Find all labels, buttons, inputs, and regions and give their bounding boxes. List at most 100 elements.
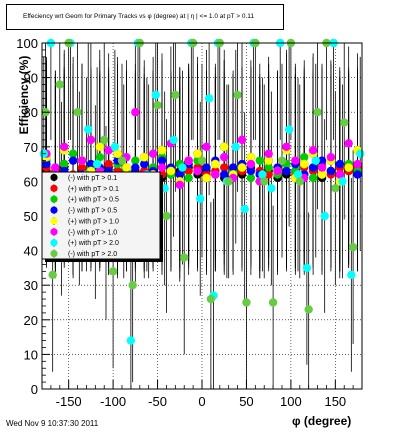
data-point-series-6 <box>77 156 87 165</box>
data-point-series-5 <box>344 163 354 173</box>
y-tick-label: 60 <box>24 174 38 189</box>
data-point-series-4 <box>220 170 229 179</box>
data-point-series-3 <box>95 152 104 162</box>
data-point-series-6 <box>220 152 229 162</box>
data-point-series-8 <box>73 108 82 117</box>
data-point-series-8 <box>108 267 118 276</box>
y-tick-label: 50 <box>24 209 38 224</box>
legend-label: (+) with pT > 2.0 <box>68 240 119 247</box>
data-point-series-8 <box>48 270 57 280</box>
data-point-series-4 <box>202 163 211 172</box>
data-point-series-4 <box>131 163 140 172</box>
data-point-series-8 <box>304 305 313 314</box>
data-point-series-3 <box>131 156 140 165</box>
data-point-series-4 <box>175 170 184 179</box>
data-point-series-6 <box>237 135 247 145</box>
data-point-series-7 <box>258 170 267 179</box>
y-tick-label: 20 <box>24 313 38 328</box>
legend-label: (+) with pT > 0.1 <box>68 186 119 193</box>
legend-marker <box>50 249 58 258</box>
data-point-series-3 <box>308 173 318 183</box>
data-point-series-4 <box>42 159 51 169</box>
data-point-series-8 <box>340 118 349 127</box>
data-point-series-6 <box>282 142 291 151</box>
data-point-series-4 <box>282 166 291 176</box>
data-point-series-7 <box>84 125 93 134</box>
data-point-series-3 <box>68 149 78 158</box>
data-point-series-6 <box>184 156 193 165</box>
data-point-series-8 <box>268 298 278 307</box>
data-point-series-2 <box>264 170 273 179</box>
data-point-series-6 <box>344 139 353 148</box>
data-point-series-5 <box>201 173 211 183</box>
x-tick-label: 100 <box>280 394 302 409</box>
data-point-series-3 <box>246 173 256 183</box>
data-point-series-4 <box>86 159 96 169</box>
data-point-series-7 <box>178 163 187 172</box>
data-point-series-7 <box>267 184 276 193</box>
data-point-series-7 <box>110 142 120 151</box>
data-point-series-6 <box>60 142 69 151</box>
data-point-series-7 <box>231 142 240 151</box>
data-point-series-8 <box>128 281 137 290</box>
data-point-series-7 <box>204 94 214 103</box>
data-point-series-5 <box>219 142 229 152</box>
data-point-series-7 <box>347 270 356 280</box>
y-tick-label: 80 <box>24 105 38 120</box>
y-tick-label: 30 <box>24 278 38 293</box>
legend-marker <box>50 184 58 192</box>
data-point-series-8 <box>55 80 64 89</box>
data-point-series-7 <box>284 125 294 134</box>
x-tick-label: -50 <box>148 394 167 409</box>
x-tick-label: 0 <box>198 394 205 409</box>
data-point-series-6 <box>308 146 318 155</box>
chart-title: Effeciency wrt Geom for Primary Tracks v… <box>6 4 284 30</box>
data-point-series-7 <box>356 149 365 158</box>
data-point-series-8 <box>277 156 287 165</box>
legend-box <box>41 171 161 260</box>
data-point-series-8 <box>180 253 189 262</box>
legend-marker <box>50 239 58 247</box>
y-tick-label: 90 <box>24 71 38 86</box>
data-point-series-6 <box>317 163 327 172</box>
data-point-series-8 <box>331 184 340 193</box>
legend-label: (-) with pT > 0.5 <box>68 208 117 215</box>
data-point-series-5 <box>95 142 105 152</box>
data-point-series-6 <box>148 149 158 158</box>
x-tick-label: 150 <box>324 394 346 409</box>
y-tick-label: 0 <box>31 382 38 397</box>
data-point-series-3 <box>184 173 193 183</box>
data-point-series-7 <box>320 211 329 221</box>
data-point-series-8 <box>242 298 251 307</box>
data-point-series-6 <box>211 170 220 179</box>
data-point-series-7 <box>151 90 160 100</box>
data-point-series-8 <box>153 101 162 110</box>
data-point-series-6 <box>104 146 113 155</box>
data-point-series-4 <box>140 159 149 169</box>
legend-label: (+) with pT > 0.5 <box>68 197 119 204</box>
y-tick-label: 10 <box>24 347 38 362</box>
data-point-series-6 <box>86 135 96 145</box>
y-tick-label: 70 <box>24 140 38 155</box>
data-point-series-7 <box>169 135 178 145</box>
data-point-series-8 <box>100 135 109 145</box>
data-point-series-8 <box>295 177 304 186</box>
data-point-series-8 <box>162 211 171 221</box>
data-point-series-4 <box>353 170 362 179</box>
data-point-series-5 <box>166 166 176 176</box>
y-tick-label: 40 <box>24 244 38 259</box>
data-point-series-6 <box>353 159 362 169</box>
legend-marker <box>50 206 58 214</box>
data-point-series-7 <box>196 194 205 203</box>
legend-marker <box>50 195 58 203</box>
data-point-series-5 <box>237 163 247 173</box>
data-point-series-7 <box>126 336 136 345</box>
x-tick-label: -150 <box>56 394 82 409</box>
data-point-series-5 <box>121 163 131 173</box>
data-point-series-7 <box>293 170 303 179</box>
legend-marker <box>50 228 58 236</box>
data-point-series-8 <box>197 156 207 165</box>
data-point-series-2 <box>104 159 113 169</box>
data-point-series-4 <box>308 163 318 172</box>
